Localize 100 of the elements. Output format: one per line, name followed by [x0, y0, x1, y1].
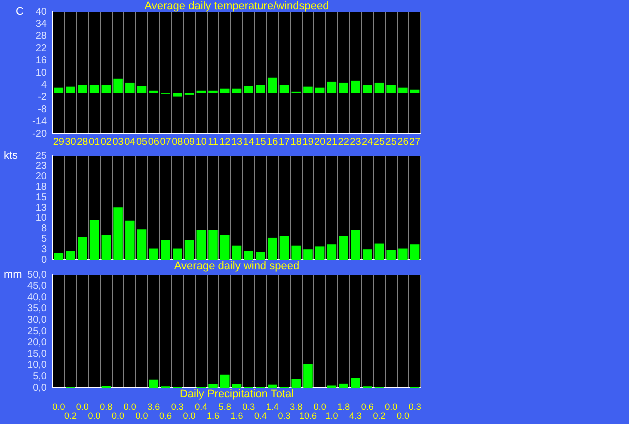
y-tick-label: 3 — [41, 244, 48, 256]
y-tick-label: 10 — [36, 68, 48, 79]
bar — [78, 237, 88, 260]
x-tick-label: 08 — [172, 136, 184, 148]
y-tick-label: 5,0 — [33, 371, 48, 382]
bar — [292, 246, 301, 260]
bar — [102, 235, 112, 260]
bar — [66, 86, 76, 94]
x-tick-label: 28 — [77, 136, 89, 148]
text: 0.0 — [183, 410, 196, 421]
bar — [362, 84, 372, 94]
bar — [196, 230, 206, 260]
text: 0.8 — [100, 402, 113, 412]
y-tick-label: 10 — [36, 213, 48, 224]
x-tick-label: 30 — [65, 136, 77, 148]
bar — [268, 78, 278, 94]
bar — [280, 236, 290, 260]
bar — [208, 384, 218, 388]
bar — [149, 248, 159, 260]
bar — [374, 244, 384, 260]
text: 5.8 — [218, 402, 232, 412]
x-tick-label: 21 — [326, 136, 338, 148]
bar — [256, 252, 266, 260]
bar — [90, 84, 100, 94]
x-tick-label: 04 — [124, 136, 136, 148]
x-tick-label: 15 — [255, 136, 267, 148]
x-tick-label: 25 — [374, 136, 386, 148]
bar — [386, 250, 396, 260]
text: 1.6 — [230, 410, 244, 421]
bar — [339, 236, 348, 260]
bar — [161, 240, 170, 260]
text: 0.3 — [242, 402, 256, 412]
x-tick-label: 12 — [220, 136, 232, 148]
bar — [327, 244, 337, 260]
y-tick-label: 22 — [36, 43, 48, 54]
bar — [315, 88, 325, 94]
bar — [339, 384, 348, 388]
y-axis-title: mm — [4, 269, 22, 282]
y-tick-label: 18 — [36, 182, 48, 193]
y-tick-label: -2 — [38, 92, 48, 104]
y-tick-label: 25,0 — [28, 326, 48, 338]
bar — [268, 238, 278, 260]
text: 0.0 — [136, 410, 148, 421]
text: 0.3 — [408, 402, 422, 412]
y-tick-label: 16 — [36, 56, 48, 67]
bar — [304, 364, 313, 388]
text: 0.2 — [373, 410, 386, 421]
text: 10.6 — [299, 410, 317, 421]
x-tick-label: 11 — [208, 136, 219, 148]
bar — [362, 250, 372, 260]
x-tick-label: 25 — [386, 136, 398, 148]
bar — [232, 88, 242, 94]
y-tick-label: 28 — [36, 31, 48, 42]
bar — [244, 86, 254, 94]
x-tick-label: 22 — [338, 136, 350, 148]
bar — [410, 244, 420, 260]
text: 1.8 — [338, 402, 350, 412]
text: 0.4 — [254, 410, 267, 421]
x-tick-label: 02 — [100, 136, 112, 148]
bar — [304, 250, 313, 260]
bar — [292, 379, 301, 388]
bar — [173, 248, 182, 260]
y-tick-label: 0,0 — [33, 382, 48, 394]
x-tick-label: 09 — [184, 136, 196, 148]
bar — [304, 86, 313, 94]
y-tick-label: 15 — [36, 192, 48, 204]
text: 0.2 — [64, 410, 78, 421]
y-tick-label: 10,0 — [28, 360, 48, 372]
y-tick-label: 20,0 — [28, 338, 48, 349]
text: 0.0 — [88, 410, 101, 421]
x-tick-label: 07 — [160, 136, 172, 148]
text: Average daily wind speed — [174, 260, 300, 273]
chart-title: Average daily temperature/windspeed — [144, 0, 330, 13]
x-tick-label: 05 — [136, 136, 148, 148]
bar — [54, 253, 64, 260]
bar — [268, 384, 278, 388]
bar — [386, 84, 396, 94]
bar — [351, 230, 360, 260]
text: 0.6 — [361, 402, 374, 412]
bar — [54, 88, 64, 94]
y-tick-label: 15,0 — [28, 348, 48, 360]
y-tick-label: 13 — [36, 202, 48, 214]
bar — [184, 240, 194, 260]
text: 1.4 — [266, 402, 279, 412]
bar — [327, 82, 337, 94]
x-tick-label: 14 — [243, 136, 255, 148]
text: 0.4 — [195, 402, 208, 412]
y-tick-label: 8 — [41, 224, 48, 235]
y-tick-label: 23 — [36, 161, 48, 172]
bar — [410, 90, 420, 94]
text: 0.0 — [52, 402, 66, 412]
text: 0.0 — [314, 402, 326, 412]
bar — [78, 84, 88, 94]
y-tick-label: 50,0 — [28, 270, 48, 281]
bar — [244, 251, 254, 260]
y-tick-label: 35,0 — [28, 304, 48, 315]
bar — [220, 88, 230, 94]
bar — [208, 90, 218, 94]
bar — [374, 82, 384, 94]
y-tick-label: -20 — [32, 128, 48, 140]
